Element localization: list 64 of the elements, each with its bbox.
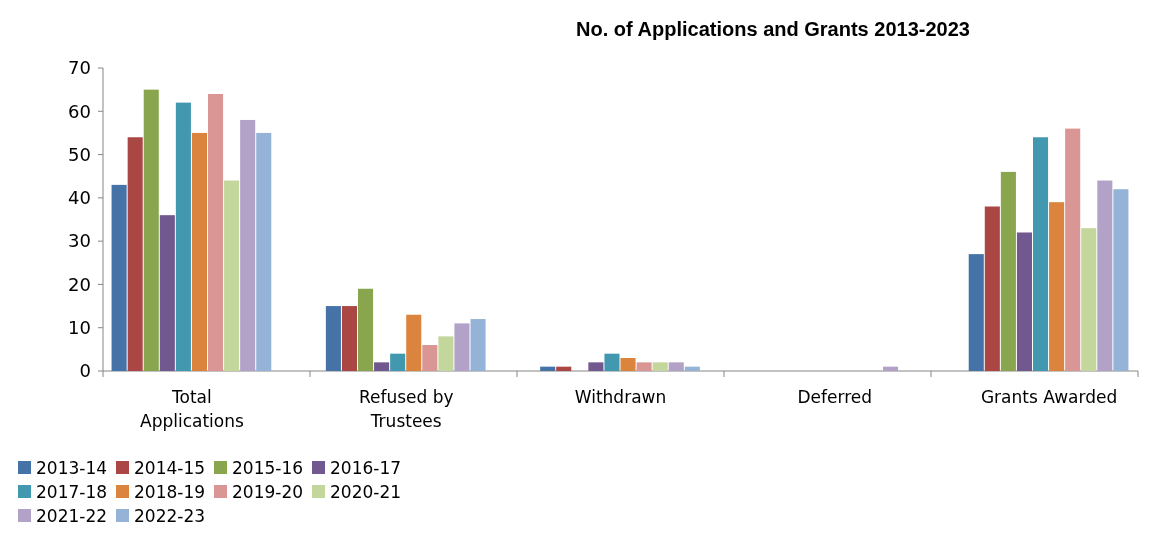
- chart-title: No. of Applications and Grants 2013-2023: [576, 18, 970, 40]
- bar: [604, 353, 620, 371]
- bar: [240, 119, 256, 371]
- bar: [390, 353, 406, 371]
- bar: [406, 314, 422, 371]
- bar: [1081, 228, 1097, 371]
- bar: [620, 358, 636, 371]
- bar: [191, 132, 207, 371]
- bar: [636, 362, 652, 371]
- bar: [208, 93, 224, 371]
- y-tick-label: 50: [68, 143, 91, 165]
- bar: [159, 215, 175, 371]
- bar: [588, 362, 604, 371]
- x-tick-label: Withdrawn: [574, 387, 667, 407]
- y-tick-label: 0: [79, 360, 91, 382]
- y-tick-label: 40: [68, 187, 91, 209]
- bar: [111, 184, 127, 371]
- bar: [374, 362, 390, 371]
- x-tick-label: Grants Awarded: [980, 387, 1118, 407]
- bar: [556, 366, 572, 371]
- bar: [540, 366, 556, 371]
- bar: [256, 132, 272, 371]
- bar: [143, 89, 159, 371]
- bar: [883, 366, 899, 371]
- bar: [438, 336, 454, 371]
- y-tick-label: 20: [68, 273, 91, 295]
- x-tick-label: Total Applications: [140, 387, 244, 431]
- bar: [1097, 180, 1113, 371]
- legend-label: 2014-15: [134, 457, 206, 478]
- legend-label: 2018-19: [134, 481, 206, 502]
- bar: [454, 323, 470, 371]
- bar: [175, 102, 191, 371]
- bar: [684, 366, 700, 371]
- y-tick-label: 60: [68, 100, 91, 122]
- bar: [358, 288, 374, 371]
- legend-label: 2020-21: [330, 481, 402, 502]
- bar: [968, 254, 984, 371]
- y-tick-label: 70: [68, 57, 91, 79]
- legend-label: 2022-23: [134, 505, 206, 526]
- bar: [984, 206, 1000, 371]
- legend-label: 2015-16: [232, 457, 304, 478]
- bar: [422, 345, 438, 371]
- x-tick-label: Deferred: [797, 387, 873, 407]
- y-tick-label: 10: [68, 317, 91, 339]
- bar: [325, 306, 341, 371]
- bar: [1033, 137, 1049, 371]
- bar: [341, 306, 357, 371]
- bar: [652, 362, 668, 371]
- bar: [224, 180, 240, 371]
- bar: [668, 362, 684, 371]
- bar: [1016, 232, 1032, 371]
- bar: [1065, 128, 1081, 371]
- legend-label: 2013-14: [36, 457, 108, 478]
- bar: [1113, 189, 1129, 371]
- legend-label: 2016-17: [330, 457, 402, 478]
- bar: [1000, 171, 1016, 371]
- bar: [127, 137, 143, 371]
- legend-label: 2021-22: [36, 505, 108, 526]
- y-tick-label: 30: [68, 230, 91, 252]
- bar: [1049, 202, 1065, 371]
- x-tick-label: Refused by Trustees: [358, 387, 454, 431]
- legend-label: 2017-18: [36, 481, 108, 502]
- legend-label: 2019-20: [232, 481, 304, 502]
- bar: [470, 319, 486, 371]
